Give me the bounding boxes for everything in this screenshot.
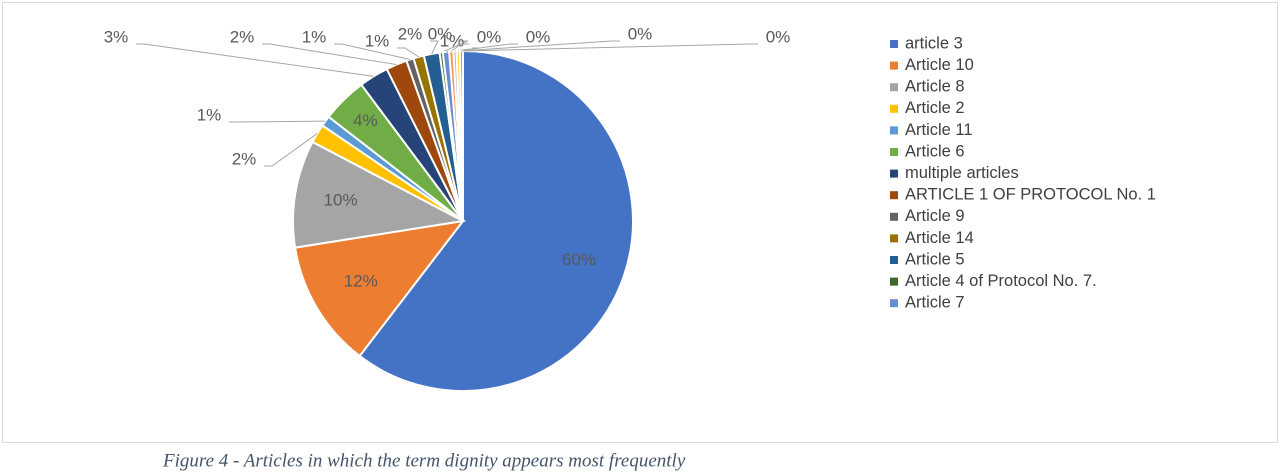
data-label: 4% [353,111,378,130]
legend-marker [890,299,898,308]
legend-text: Article 9 [905,207,965,225]
data-label: 12% [344,271,378,290]
data-label: 0% [477,27,502,46]
legend-text: Article 14 [905,229,974,247]
data-label: 1% [302,27,327,46]
legend-text: Article 8 [905,78,965,96]
legend-text: Article 11 [905,121,973,139]
legend-marker [890,191,898,200]
data-label: 0% [766,27,791,46]
legend-marker [890,104,898,113]
leader-line [397,47,419,58]
leader-line [229,120,326,123]
legend-marker [890,148,898,156]
legend-marker [890,126,898,135]
legend-text: Article 6 [905,142,965,160]
pie-slice [358,49,634,392]
data-label: 3% [104,27,129,46]
leader-line [461,43,758,52]
data-label: 1% [440,31,465,50]
legend-text: multiple articles [905,164,1019,182]
leader-line [430,40,439,55]
leader-line [262,43,397,66]
data-label: 0% [526,27,551,46]
leader-line [454,43,518,52]
legend-marker [890,83,898,92]
legend-marker [890,277,898,286]
data-label: 1% [197,105,222,124]
data-label: 60% [562,250,596,269]
caption: Figure 4 - Articles in which the term di… [162,450,686,471]
leader-line [440,40,469,53]
data-label: 2% [232,149,257,168]
legend-text: ARTICLE 1 OF PROTOCOL No. 1 [905,186,1156,204]
legend-text: Article 4 of Protocol No. 7. [905,272,1097,290]
chart-frame [2,2,1278,443]
legend-text: Article 10 [905,56,974,74]
pie-slice [292,140,467,249]
data-label: 1% [365,31,390,50]
legend-marker [890,169,898,178]
legend-marker [890,256,898,264]
pie-slice [293,219,466,358]
legend-text: Article 2 [905,99,965,117]
legend-text: article 3 [905,34,963,52]
leader-line [450,43,469,52]
leader-line [458,40,620,52]
data-label: 0% [628,24,653,43]
legend-text: Article 5 [905,250,965,268]
data-label: 0% [428,24,453,43]
data-label: 2% [398,24,423,43]
leader-line [264,133,318,167]
legend-text: Article 7 [905,294,965,312]
legend-marker [890,40,898,48]
data-label: 10% [324,190,358,209]
legend-marker [890,212,898,221]
legend-marker [890,234,898,243]
legend-marker [890,61,898,70]
leader-line [136,43,374,77]
leader-line [334,43,411,60]
data-label: 2% [230,27,255,46]
